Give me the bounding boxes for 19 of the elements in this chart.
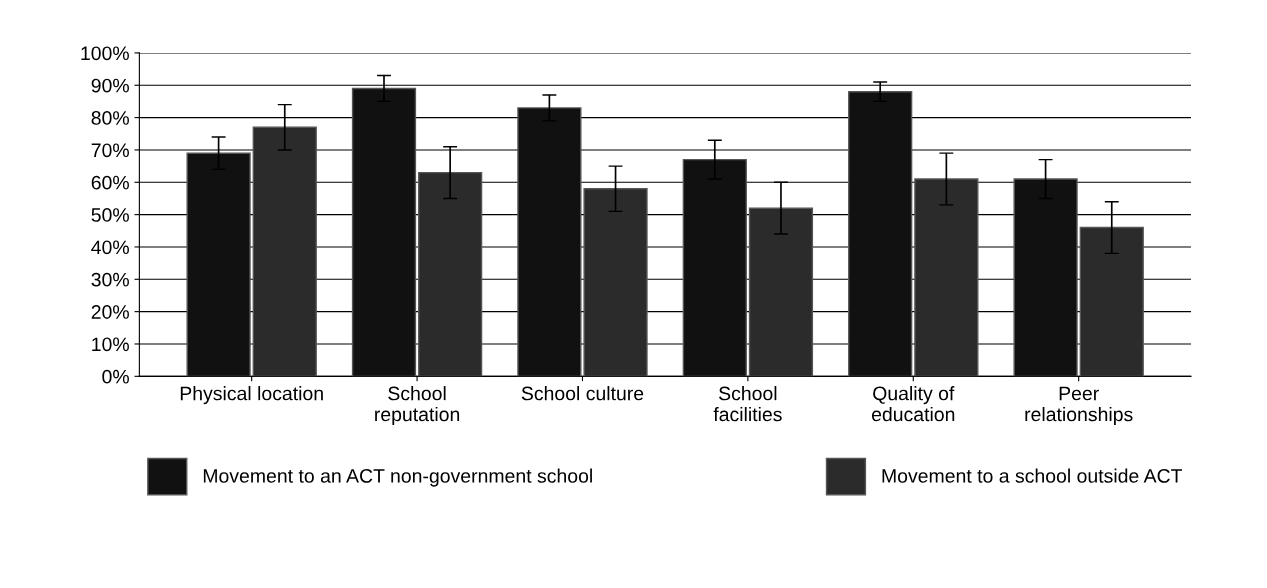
x-tick-label: School culture xyxy=(521,386,644,401)
y-tick-label: 30% xyxy=(91,272,129,287)
y-tick-label: 80% xyxy=(91,111,129,125)
legend-label: Movement to a school outside ACT xyxy=(882,468,1183,483)
y-tick-label: 20% xyxy=(91,305,129,319)
x-tick-label: Physical location xyxy=(180,386,323,405)
y-tick-label: 0% xyxy=(102,369,129,384)
y-tick-label: 100% xyxy=(81,46,129,61)
y-tick-label: 90% xyxy=(91,78,129,93)
y-tick-label: 40% xyxy=(91,240,129,255)
y-tick-label: 60% xyxy=(91,175,129,190)
y-tick-label: 10% xyxy=(92,337,129,352)
y-tick-label: 50% xyxy=(91,208,129,222)
y-tick-label: 70% xyxy=(91,143,129,158)
x-tick-label: School facilities xyxy=(713,386,782,422)
x-tick-label: School reputation xyxy=(375,386,460,426)
x-tick-label: Quality of education xyxy=(871,386,955,422)
x-tick-label: Peer relationships xyxy=(1025,386,1133,426)
legend-label: Movement to an ACT non-government school xyxy=(203,468,592,487)
